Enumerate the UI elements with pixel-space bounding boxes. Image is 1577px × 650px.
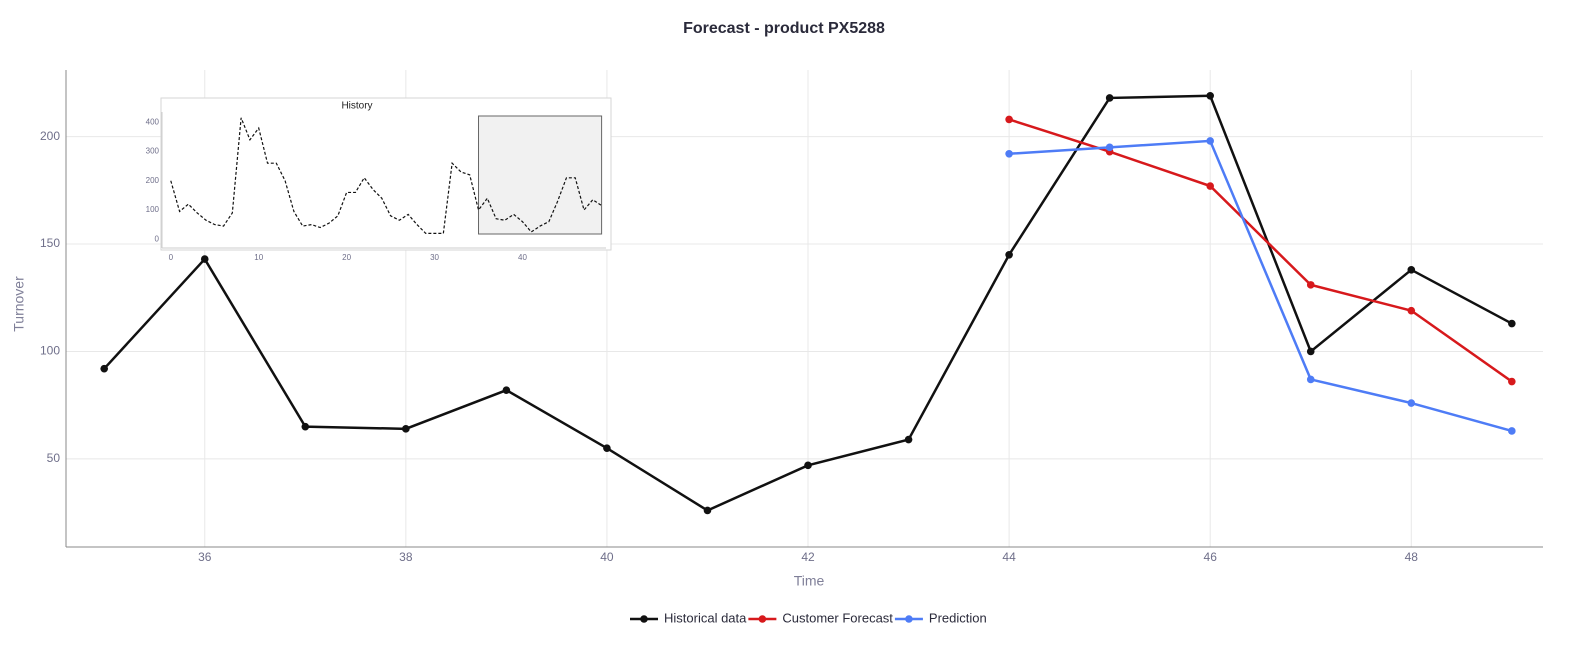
x-tick-label: 40: [600, 550, 614, 564]
x-tick-label: 36: [198, 550, 212, 564]
x-tick-label: 30: [430, 253, 439, 262]
data-point: [1206, 182, 1214, 190]
series-line: [170, 117, 602, 234]
data-point: [200, 255, 209, 263]
data-point: [1508, 319, 1516, 328]
series-line: [1009, 139, 1513, 433]
x-tick-label: 0: [169, 253, 174, 262]
y-tick-label: 50: [47, 451, 61, 465]
data-point: [603, 444, 611, 452]
x-tick-label: 38: [399, 550, 413, 564]
y-tick-label: 200: [40, 129, 60, 143]
data-point: [1005, 115, 1013, 124]
legend-label: Customer Forecast: [782, 610, 893, 625]
y-tick-label: 100: [40, 344, 60, 358]
data-point: [1306, 375, 1315, 384]
y-tick-label: 300: [146, 147, 160, 156]
legend-label: Historical data: [664, 610, 747, 625]
y-tick-label: 400: [146, 117, 160, 126]
legend-marker: [758, 615, 767, 623]
y-tick-label: 200: [146, 176, 160, 185]
data-point: [1407, 266, 1416, 274]
data-point: [100, 364, 109, 373]
data-point: [402, 425, 410, 433]
legend: Historical data Customer Forecast Predicti…: [630, 610, 987, 625]
data-point: [301, 422, 310, 431]
y-tick-label: 150: [40, 236, 60, 250]
data-point: [1306, 347, 1315, 356]
x-tick-label: 10: [254, 253, 263, 262]
x-tick-label: 40: [518, 253, 527, 262]
data-point: [1306, 281, 1315, 289]
x-tick-label: 44: [1002, 550, 1016, 564]
data-point: [1407, 399, 1416, 407]
chart-title: Forecast - product PX5288: [683, 20, 885, 37]
x-tick-label: 42: [801, 550, 815, 564]
data-point: [804, 461, 812, 470]
y-axis-title: Turnover: [11, 276, 27, 332]
data-point: [502, 386, 511, 394]
data-point: [1105, 94, 1114, 102]
x-tick-label: 48: [1405, 550, 1419, 564]
legend-marker: [640, 615, 648, 623]
range-highlight: [478, 115, 603, 235]
data-point: [1407, 306, 1416, 315]
y-tick-label: 100: [146, 205, 160, 214]
data-point: [1508, 427, 1516, 435]
data-point: [1508, 377, 1516, 386]
y-tick-label: 0: [155, 234, 160, 243]
data-point: [1206, 137, 1214, 145]
data-point: [904, 435, 913, 444]
legend-label: Prediction: [929, 610, 987, 625]
data-point: [1005, 149, 1013, 158]
data-point: [1005, 250, 1013, 259]
legend-marker: [905, 615, 913, 623]
x-tick-label: 20: [342, 253, 351, 262]
x-tick-label: 46: [1204, 550, 1218, 564]
data-point: [1105, 143, 1114, 152]
series-line: [1008, 118, 1513, 383]
data-point: [703, 506, 712, 515]
data-point: [1206, 91, 1214, 100]
inset-title: History: [341, 101, 372, 112]
x-axis-title: Time: [794, 573, 825, 589]
